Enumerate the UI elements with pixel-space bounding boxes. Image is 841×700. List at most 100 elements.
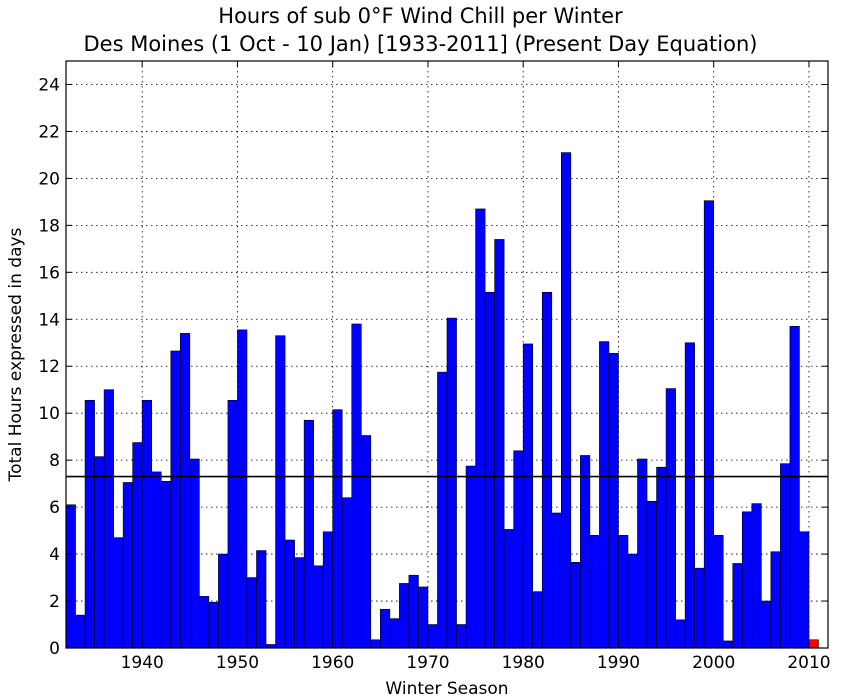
bar [789, 326, 800, 649]
x-tick-label: 1950 [216, 653, 259, 673]
bar [580, 455, 591, 649]
bar [75, 614, 86, 649]
bar [799, 531, 810, 649]
y-tick-label: 18 [38, 216, 60, 236]
bar [656, 466, 667, 649]
x-tick-label: 1990 [597, 653, 640, 673]
x-tick-label: 1970 [406, 653, 449, 673]
bar [122, 482, 133, 649]
bar [532, 591, 543, 649]
bar [141, 399, 153, 649]
x-tick-label: 1980 [502, 653, 545, 673]
x-tick-label: 1940 [121, 653, 164, 673]
bar [84, 399, 95, 649]
bar [427, 624, 438, 649]
bar [484, 291, 495, 649]
bar [437, 371, 448, 649]
bar [608, 353, 619, 649]
bar [408, 574, 419, 649]
bar [780, 463, 791, 649]
bar [227, 399, 238, 649]
bar [522, 343, 534, 649]
bar [646, 500, 657, 649]
bar [475, 208, 486, 649]
bar [351, 323, 362, 649]
x-axis-label: Winter Season [385, 679, 508, 699]
bar [703, 200, 714, 649]
bar [389, 618, 400, 649]
bar [694, 567, 705, 649]
bar [256, 550, 267, 649]
bar [713, 534, 724, 649]
bar [560, 152, 572, 649]
chart-subtitle: Des Moines (1 Oct - 10 Jan) [1933-2011] … [83, 32, 758, 56]
x-tick-label: 2000 [692, 653, 735, 673]
bar [341, 497, 353, 649]
bar [637, 458, 648, 649]
bar [160, 480, 172, 649]
bar [741, 511, 753, 649]
bar [132, 442, 143, 649]
bar [275, 335, 286, 649]
y-tick-label: 22 [38, 122, 60, 142]
bar [237, 329, 248, 649]
bar [761, 600, 772, 649]
bar [189, 458, 200, 649]
bar [322, 531, 333, 649]
y-tick-label: 16 [38, 263, 60, 283]
bar [627, 553, 638, 649]
chart-title: Hours of sub 0°F Wind Chill per Winter [218, 4, 623, 28]
bar [503, 529, 514, 649]
y-tick-label: 6 [49, 498, 60, 518]
bar [313, 565, 324, 649]
bar [751, 503, 762, 649]
bar [170, 350, 181, 649]
y-tick-label: 24 [38, 75, 60, 95]
y-tick-label: 10 [38, 404, 60, 424]
bar [446, 317, 457, 649]
bar [180, 333, 191, 649]
bar [513, 450, 524, 649]
bar [399, 583, 410, 649]
bar [113, 537, 124, 649]
bar [370, 639, 381, 649]
bar [246, 577, 257, 649]
bar [551, 512, 562, 649]
bar [684, 342, 695, 649]
bar [665, 388, 676, 649]
bar [675, 619, 686, 649]
bar [589, 534, 600, 649]
bar [303, 419, 314, 649]
bar [418, 586, 429, 649]
y-tick-label: 2 [49, 592, 60, 612]
y-tick-label: 20 [38, 169, 60, 189]
bar [151, 471, 162, 649]
bar [332, 409, 343, 649]
bar [103, 389, 114, 649]
x-tick-label: 2010 [787, 653, 830, 673]
bar [380, 608, 391, 649]
bar [732, 563, 743, 649]
bar [218, 553, 229, 649]
bar [465, 465, 476, 649]
y-tick-label: 0 [49, 639, 60, 659]
bar [199, 596, 210, 649]
x-tick-label: 1960 [311, 653, 354, 673]
y-tick-label: 4 [49, 545, 60, 565]
bar [360, 435, 372, 649]
y-axis-label: Total Hours expressed in days [6, 227, 26, 482]
bar [284, 539, 295, 649]
bar [494, 239, 505, 649]
bar [456, 624, 467, 649]
y-tick-label: 14 [38, 310, 60, 330]
bar [599, 341, 610, 649]
bar [618, 534, 629, 649]
y-tick-label: 12 [38, 357, 60, 377]
bar [541, 291, 553, 649]
bar [722, 640, 734, 649]
bars [65, 152, 819, 649]
bar [770, 551, 781, 649]
current-season-bar [808, 639, 819, 649]
bar [94, 456, 105, 649]
